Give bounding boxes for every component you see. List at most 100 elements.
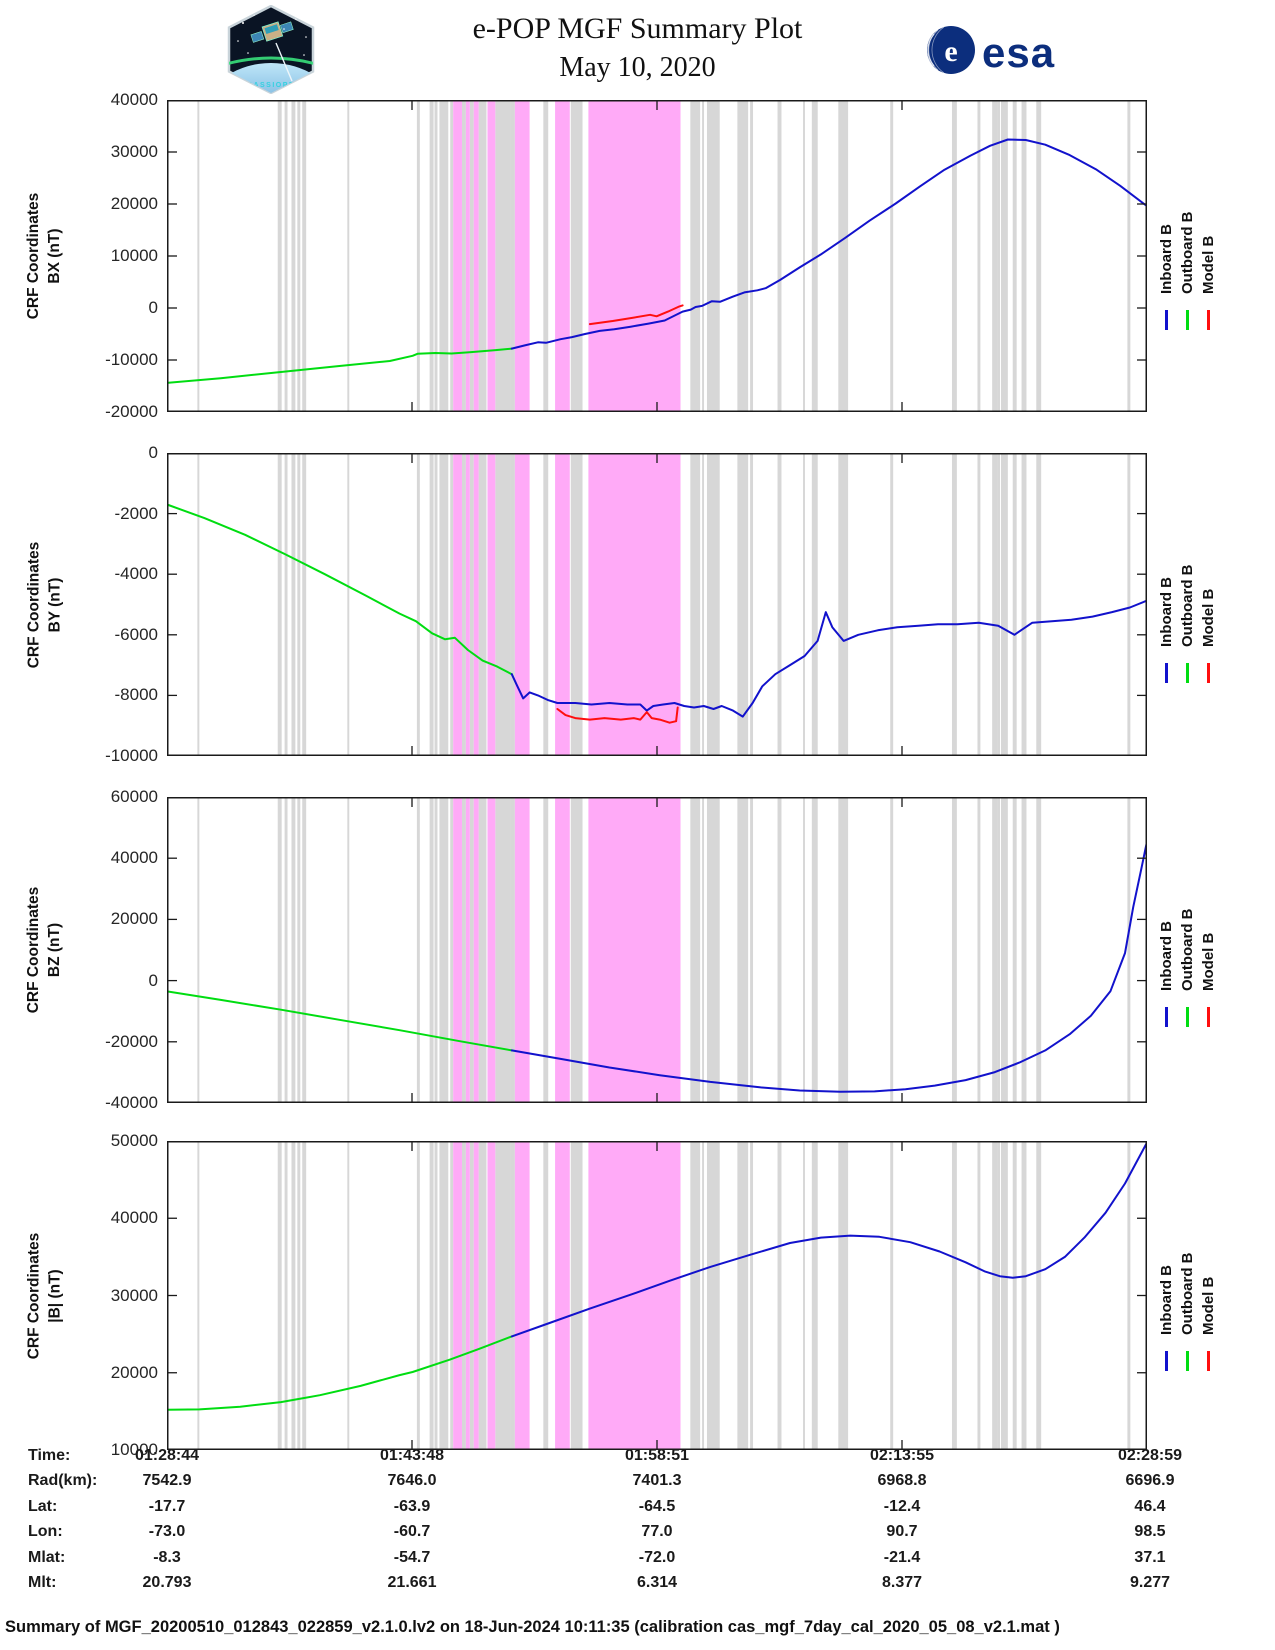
- table-cell: 98.5: [1134, 1523, 1166, 1541]
- data-gap-band: [434, 1142, 438, 1449]
- y-tick-label-by: 0: [148, 443, 158, 462]
- data-gap-band: [469, 454, 474, 755]
- data-gap-band: [838, 1142, 849, 1449]
- by-outboard-b-curve: [167, 503, 513, 676]
- table-cell: 46.4: [1134, 1497, 1166, 1515]
- data-gap-band: [461, 454, 466, 755]
- data-gap-band: [543, 1142, 549, 1449]
- y-tick-label-by: -8000: [114, 685, 158, 705]
- y-axis-label-by: CRF Coordinates BY (nT): [23, 453, 65, 756]
- data-gap-band: [469, 101, 474, 411]
- table-row-label: Lat:: [28, 1497, 58, 1515]
- table-row-label: Time:: [28, 1447, 71, 1464]
- data-gap-band: [197, 101, 200, 411]
- data-gap-band: [702, 1142, 705, 1449]
- data-gap-band: [302, 798, 307, 1102]
- data-gap-band: [890, 798, 894, 1102]
- data-gap-band: [890, 1142, 894, 1449]
- data-gap-band: [478, 101, 487, 411]
- legend-item-model-b: Model B: [1198, 1197, 1219, 1377]
- y-tick-label-bx: 30000: [110, 142, 158, 161]
- data-gap-band: [434, 101, 438, 411]
- y-axis-label-bmag: CRF Coordinates |B| (nT): [23, 1141, 65, 1450]
- bmag-outboard-b-curve: [167, 1335, 513, 1411]
- data-gap-band: [690, 454, 701, 755]
- data-gap-band: [284, 1142, 288, 1449]
- esa-logo-icon: e esa: [927, 26, 1054, 76]
- flagged-interval-band: [555, 454, 570, 755]
- data-gap-band: [1000, 1142, 1008, 1449]
- bmag-inboard-b-curve: [510, 1141, 1147, 1338]
- data-gap-band: [570, 101, 583, 411]
- flagged-interval-band: [473, 798, 479, 1102]
- y-axis-label-bz: CRF Coordinates BZ (nT): [23, 797, 65, 1103]
- data-gap-band: [803, 101, 805, 411]
- table-cell: -17.7: [148, 1497, 186, 1515]
- data-gap-band: [811, 101, 818, 411]
- patch-text: CASSIOPE: [247, 82, 295, 89]
- table-cell: 6968.8: [877, 1472, 927, 1490]
- summary-footer: Summary of MGF_20200510_012843_022859_v2…: [5, 1618, 1060, 1636]
- data-gap-band: [291, 454, 296, 755]
- table-cell: -8.3: [153, 1548, 181, 1566]
- data-gap-band: [297, 101, 301, 411]
- y-tick-label-bmag: 10000: [110, 1440, 158, 1459]
- legend-bmag: Inboard B Outboard B Model B: [1156, 1197, 1226, 1377]
- data-gap-band: [347, 101, 350, 411]
- data-gap-band: [750, 454, 754, 755]
- legend-label: Model B: [1200, 235, 1217, 294]
- data-gap-band: [429, 101, 434, 411]
- legend-label: Outboard B: [1179, 1252, 1196, 1336]
- y-tick-label-bx: 40000: [110, 90, 158, 109]
- legend-label: Outboard B: [1179, 211, 1196, 295]
- y-tick-label-bz: -20000: [105, 1031, 158, 1051]
- legend-item-inboard-b: Inboard B: [1156, 509, 1177, 689]
- data-gap-band: [1127, 1142, 1131, 1449]
- y-axis-label-line1: CRF Coordinates: [25, 1232, 42, 1359]
- table-cell: 8.377: [881, 1574, 923, 1591]
- table-row-label: Rad(km):: [28, 1472, 98, 1490]
- data-gap-band: [478, 1142, 487, 1449]
- data-gap-band: [777, 798, 782, 1102]
- y-tick-label-bz: -40000: [105, 1093, 158, 1112]
- data-gap-band: [543, 101, 549, 411]
- flagged-interval-band: [465, 798, 470, 1102]
- flagged-interval-band: [473, 101, 479, 411]
- legend-line-sample: [1186, 310, 1189, 330]
- data-gap-band: [890, 454, 894, 755]
- data-gap-band: [284, 798, 288, 1102]
- data-gap-band: [429, 1142, 434, 1449]
- y-axis-label-line1: CRF Coordinates: [25, 541, 42, 668]
- panel-bz: [167, 797, 1147, 1103]
- flagged-interval-band: [555, 1142, 570, 1449]
- legend-label: Model B: [1200, 1276, 1217, 1335]
- y-tick-label-bz: 0: [148, 970, 158, 990]
- y-tick-label-by: -6000: [114, 624, 158, 644]
- data-gap-band: [992, 101, 998, 411]
- data-gap-band: [997, 454, 1000, 755]
- y-axis-label-bx: CRF Coordinates BX (nT): [23, 100, 65, 412]
- legend-label: Model B: [1200, 588, 1217, 647]
- data-gap-band: [197, 798, 200, 1102]
- data-gap-band: [450, 454, 454, 755]
- table-cell: 21.661: [387, 1574, 437, 1591]
- page-title: e-POP MGF Summary Plot: [472, 12, 803, 45]
- legend-bz: Inboard B Outboard B Model B: [1156, 853, 1226, 1033]
- data-gap-band: [277, 454, 282, 755]
- data-gap-band: [429, 454, 434, 755]
- data-gap-band: [838, 101, 849, 411]
- legend-item-model-b: Model B: [1198, 853, 1219, 1033]
- data-gap-band: [434, 454, 438, 755]
- data-gap-band: [803, 454, 805, 755]
- table-cell: 01:43:48: [379, 1447, 445, 1464]
- y-tick-label-bz: 40000: [110, 848, 158, 868]
- data-gap-band: [302, 1142, 307, 1449]
- data-gap-band: [1012, 1142, 1017, 1449]
- data-gap-band: [702, 798, 705, 1102]
- data-gap-band: [543, 454, 549, 755]
- flagged-interval-band: [473, 1142, 479, 1449]
- data-gap-band: [543, 798, 549, 1102]
- legend-item-outboard-b: Outboard B: [1177, 156, 1198, 336]
- data-gap-band: [951, 101, 957, 411]
- y-tick-label-bz: 20000: [110, 909, 158, 929]
